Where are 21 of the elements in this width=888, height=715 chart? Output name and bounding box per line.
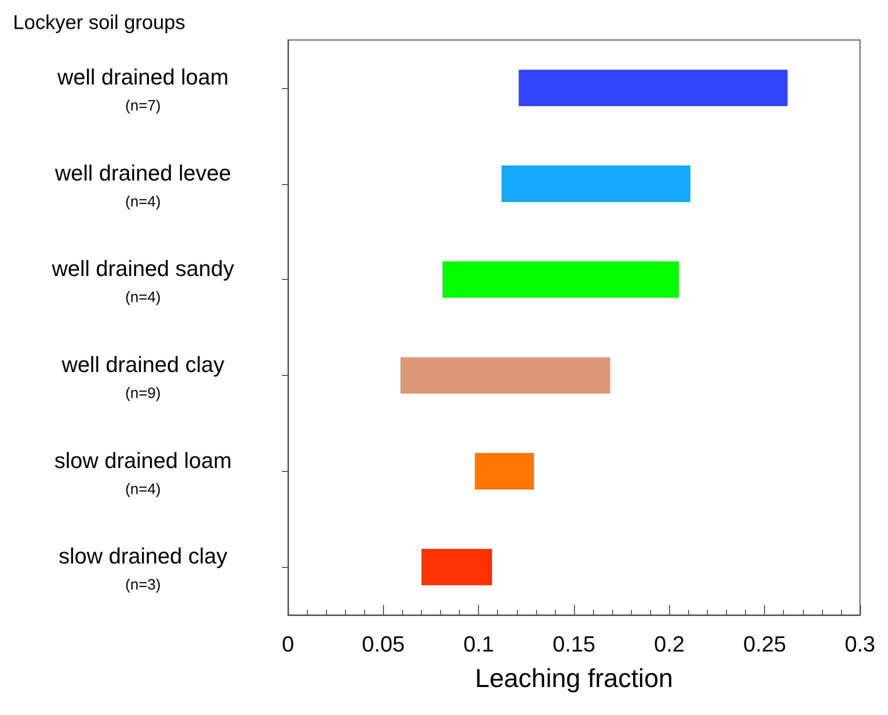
bar — [474, 453, 534, 490]
x-tick-label: 0.25 — [743, 632, 786, 656]
y-tick-label: well drained levee (n=4) — [54, 160, 232, 210]
x-tick-label: 0.15 — [552, 632, 596, 656]
y-tick-label: slow drained loam (n=4) — [54, 448, 232, 498]
x-tick-label: 0.2 — [654, 632, 685, 656]
x-tick-label: 0.1 — [463, 632, 494, 656]
y-tick-label: well drained sandy (n=4) — [50, 256, 234, 306]
y-tick-label: well drained clay (n=9) — [60, 352, 224, 402]
y-tick-label: well drained loam (n=7) — [56, 64, 229, 114]
bar — [442, 261, 679, 298]
y-tick-label: slow drained clay (n=3) — [58, 544, 228, 594]
bar — [502, 166, 690, 202]
x-tick-label: 0.3 — [844, 632, 876, 656]
text: Lockyer soil groups — [13, 12, 186, 34]
bar — [400, 357, 610, 394]
bar — [518, 70, 788, 106]
bar — [421, 548, 492, 586]
x-axis-title: Leaching fraction — [474, 663, 674, 693]
x-tick-label: 0.05 — [362, 632, 405, 656]
x-tick-label: 0 — [282, 632, 294, 656]
